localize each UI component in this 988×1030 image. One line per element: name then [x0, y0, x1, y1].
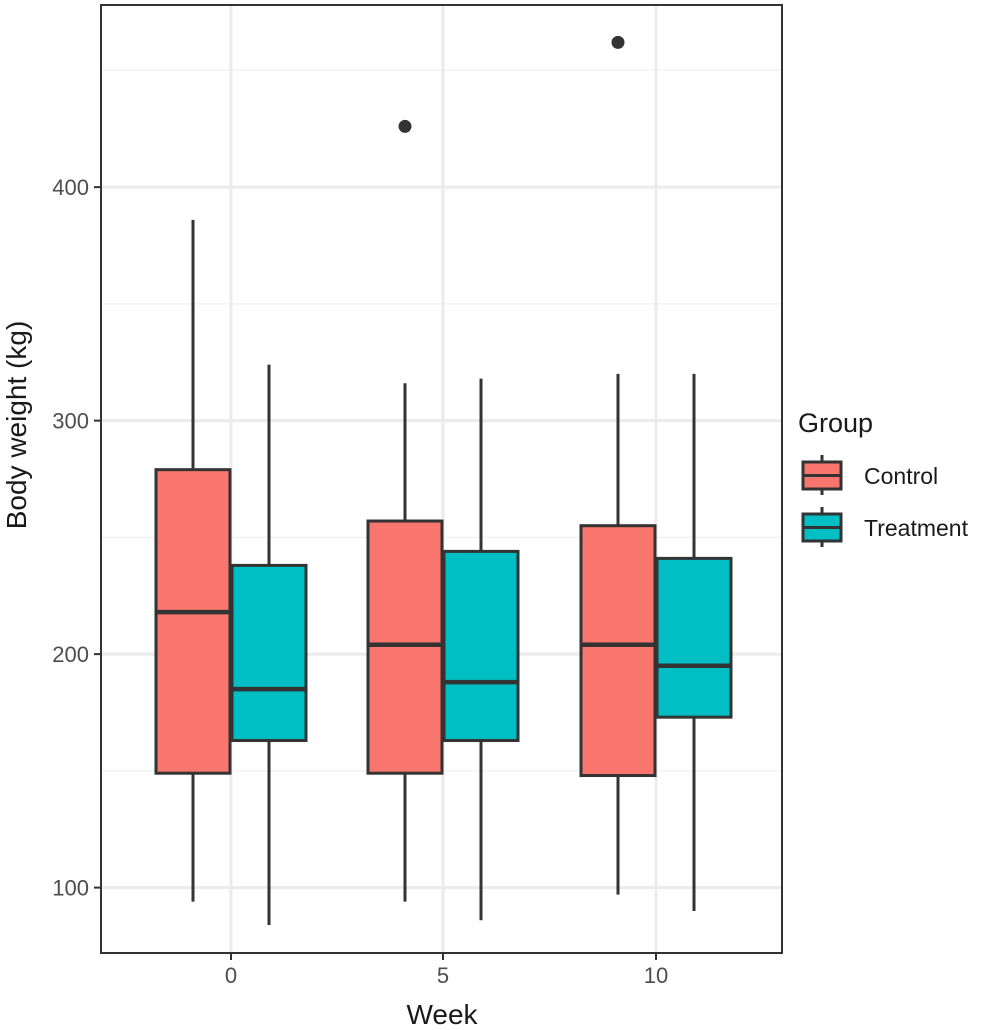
y-tick-label: 400 [52, 175, 89, 200]
boxes-layer [154, 35, 733, 925]
outlier-point [398, 119, 412, 133]
x-tick-label: 5 [437, 963, 449, 988]
x-tick-label: 10 [644, 963, 668, 988]
legend-label-control: Control [864, 463, 938, 489]
box-control-week-10 [579, 35, 657, 895]
y-tick-label: 100 [52, 876, 89, 901]
plot-border [100, 4, 783, 954]
x-tick-label: 0 [225, 963, 237, 988]
outlier-point [611, 35, 625, 49]
x-axis-title: Week [406, 999, 478, 1030]
y-tick-label: 300 [52, 409, 89, 434]
box-treatment-week-5 [442, 378, 520, 921]
y-axis-title: Body weight (kg) [1, 321, 32, 530]
legend-title: Group [798, 408, 873, 438]
box-control-week-0 [154, 219, 232, 902]
x-axis: 0 5 10 [225, 953, 668, 988]
legend-key-control [801, 455, 843, 495]
box-iqr [579, 524, 657, 778]
gridlines [101, 5, 782, 953]
box-iqr [154, 468, 232, 775]
box-iqr [655, 556, 733, 719]
box-treatment-week-10 [655, 373, 733, 911]
y-axis: 100 200 300 400 [52, 175, 101, 901]
box-iqr [442, 549, 520, 743]
legend: Group Control Treatment [798, 408, 969, 547]
box-treatment-week-0 [230, 364, 308, 925]
y-tick-label: 200 [52, 642, 89, 667]
box-control-week-5 [366, 119, 444, 902]
legend-key-treatment [801, 507, 843, 547]
legend-label-treatment: Treatment [864, 515, 969, 541]
box-iqr [366, 519, 444, 775]
box-iqr [230, 563, 308, 743]
